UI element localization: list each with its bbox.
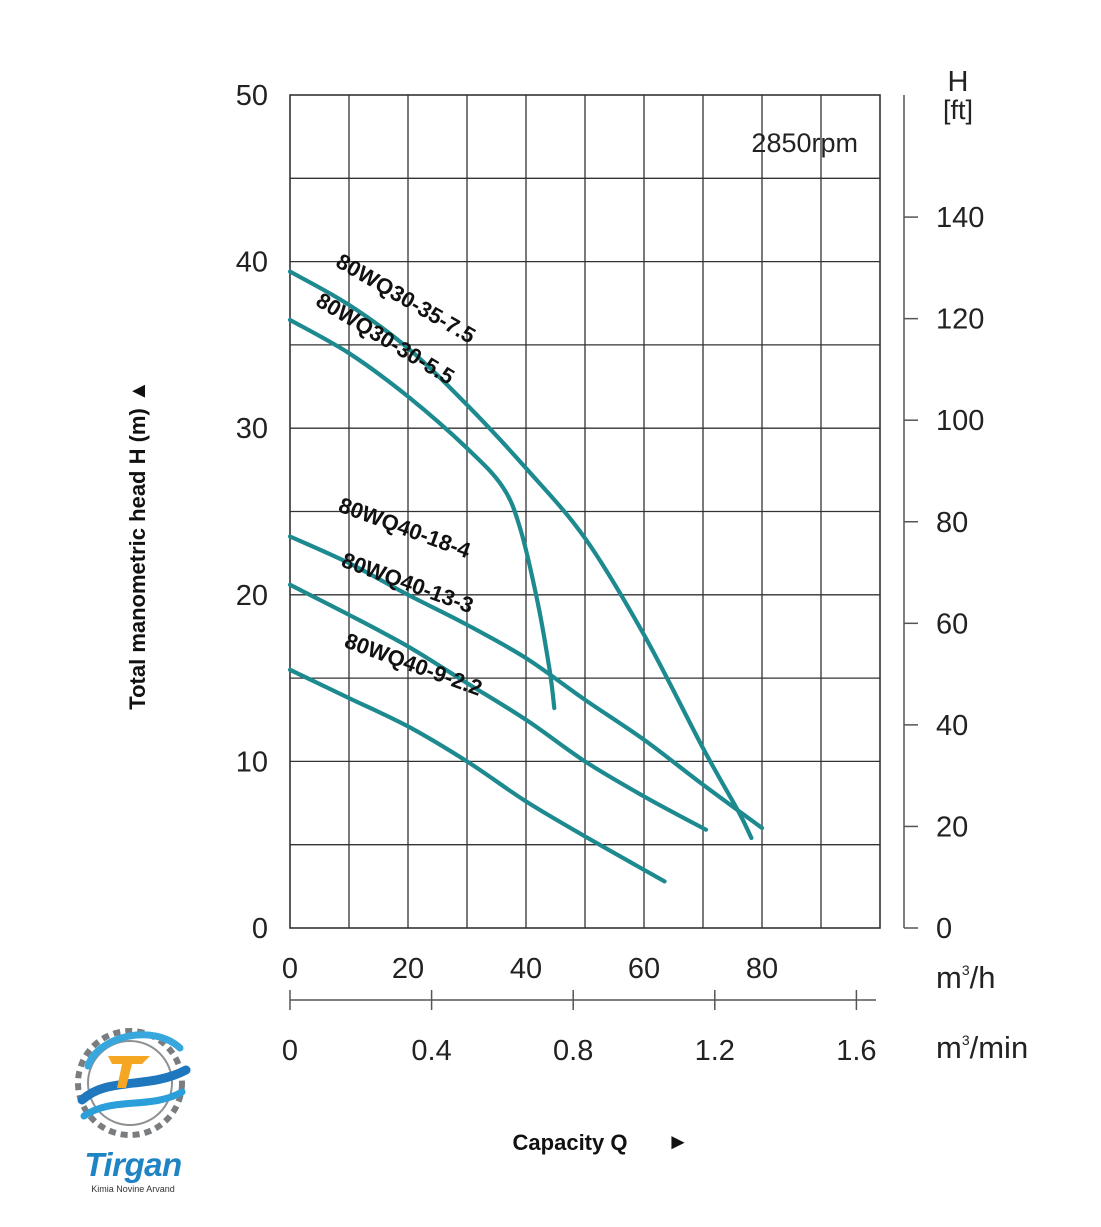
chart-axes: [289, 95, 918, 1010]
right-y-tick-label: 40: [936, 710, 968, 742]
x-tick-label: 0: [282, 953, 298, 985]
right-y-tick-label: 80: [936, 507, 968, 539]
right-axis-unit: [ft]: [943, 95, 973, 125]
curve-80WQ30-30-5.5: [287, 317, 557, 711]
x-tick-label: 80: [746, 953, 778, 985]
right-y-tick-label: 120: [936, 304, 984, 336]
x-tick-label: 40: [510, 953, 542, 985]
y-tick-label: 40: [236, 247, 268, 279]
y-tick-label: 30: [236, 413, 268, 445]
x-unit-primary: m3/h: [936, 960, 995, 995]
x-axis-arrow: ►: [667, 1129, 689, 1154]
secondary-x-tick-label: 0.4: [411, 1035, 451, 1067]
right-y-tick-label: 100: [936, 405, 984, 437]
y-tick-label: 0: [252, 913, 268, 945]
chart-labels: 0 10 20 30 40 50 0 20 40 60 80 100 120 140 H[ft] 0 20 40 6…: [125, 66, 1028, 1155]
right-y-tick-label: 60: [936, 608, 968, 640]
x-unit-secondary: m3/min: [936, 1030, 1028, 1065]
y-tick-label: 10: [236, 746, 268, 778]
curve-80WQ40-9-2.2: [287, 667, 667, 884]
x-axis-title: Capacity Q: [513, 1130, 628, 1155]
secondary-x-tick-label: 1.6: [836, 1035, 876, 1067]
curve-80WQ40-13-3: [287, 582, 709, 832]
right-y-tick-label: 20: [936, 811, 968, 843]
company-logo: Tirgan Kimia Novine Arvand: [68, 1018, 198, 1198]
logo-subtitle: Kimia Novine Arvand: [91, 1184, 175, 1194]
secondary-x-tick-label: 0: [282, 1035, 298, 1067]
logo-wordmark: Tirgan: [84, 1146, 182, 1183]
secondary-x-tick-label: 0.8: [553, 1035, 593, 1067]
right-y-tick-label: 140: [936, 202, 984, 234]
secondary-x-tick-label: 1.2: [695, 1035, 735, 1067]
curve-80WQ30-35-7.5: [287, 269, 754, 841]
x-tick-label: 20: [392, 953, 424, 985]
y-axis-title: Total manometric head H (m) ▲: [125, 380, 150, 709]
y-tick-label: 20: [236, 580, 268, 612]
y-tick-label: 50: [236, 80, 268, 112]
right-y-tick-label: 0: [936, 913, 952, 945]
logo-icon: [75, 1028, 191, 1138]
speed-label: 2850rpm: [751, 128, 858, 158]
chart-grid: [289, 94, 881, 929]
chart-curves: [287, 269, 765, 884]
curve-label: 80WQ40-9-2.2: [341, 628, 485, 701]
right-axis-label: H: [948, 66, 969, 98]
x-tick-label: 60: [628, 953, 660, 985]
curve-80WQ40-18-4: [287, 534, 765, 831]
